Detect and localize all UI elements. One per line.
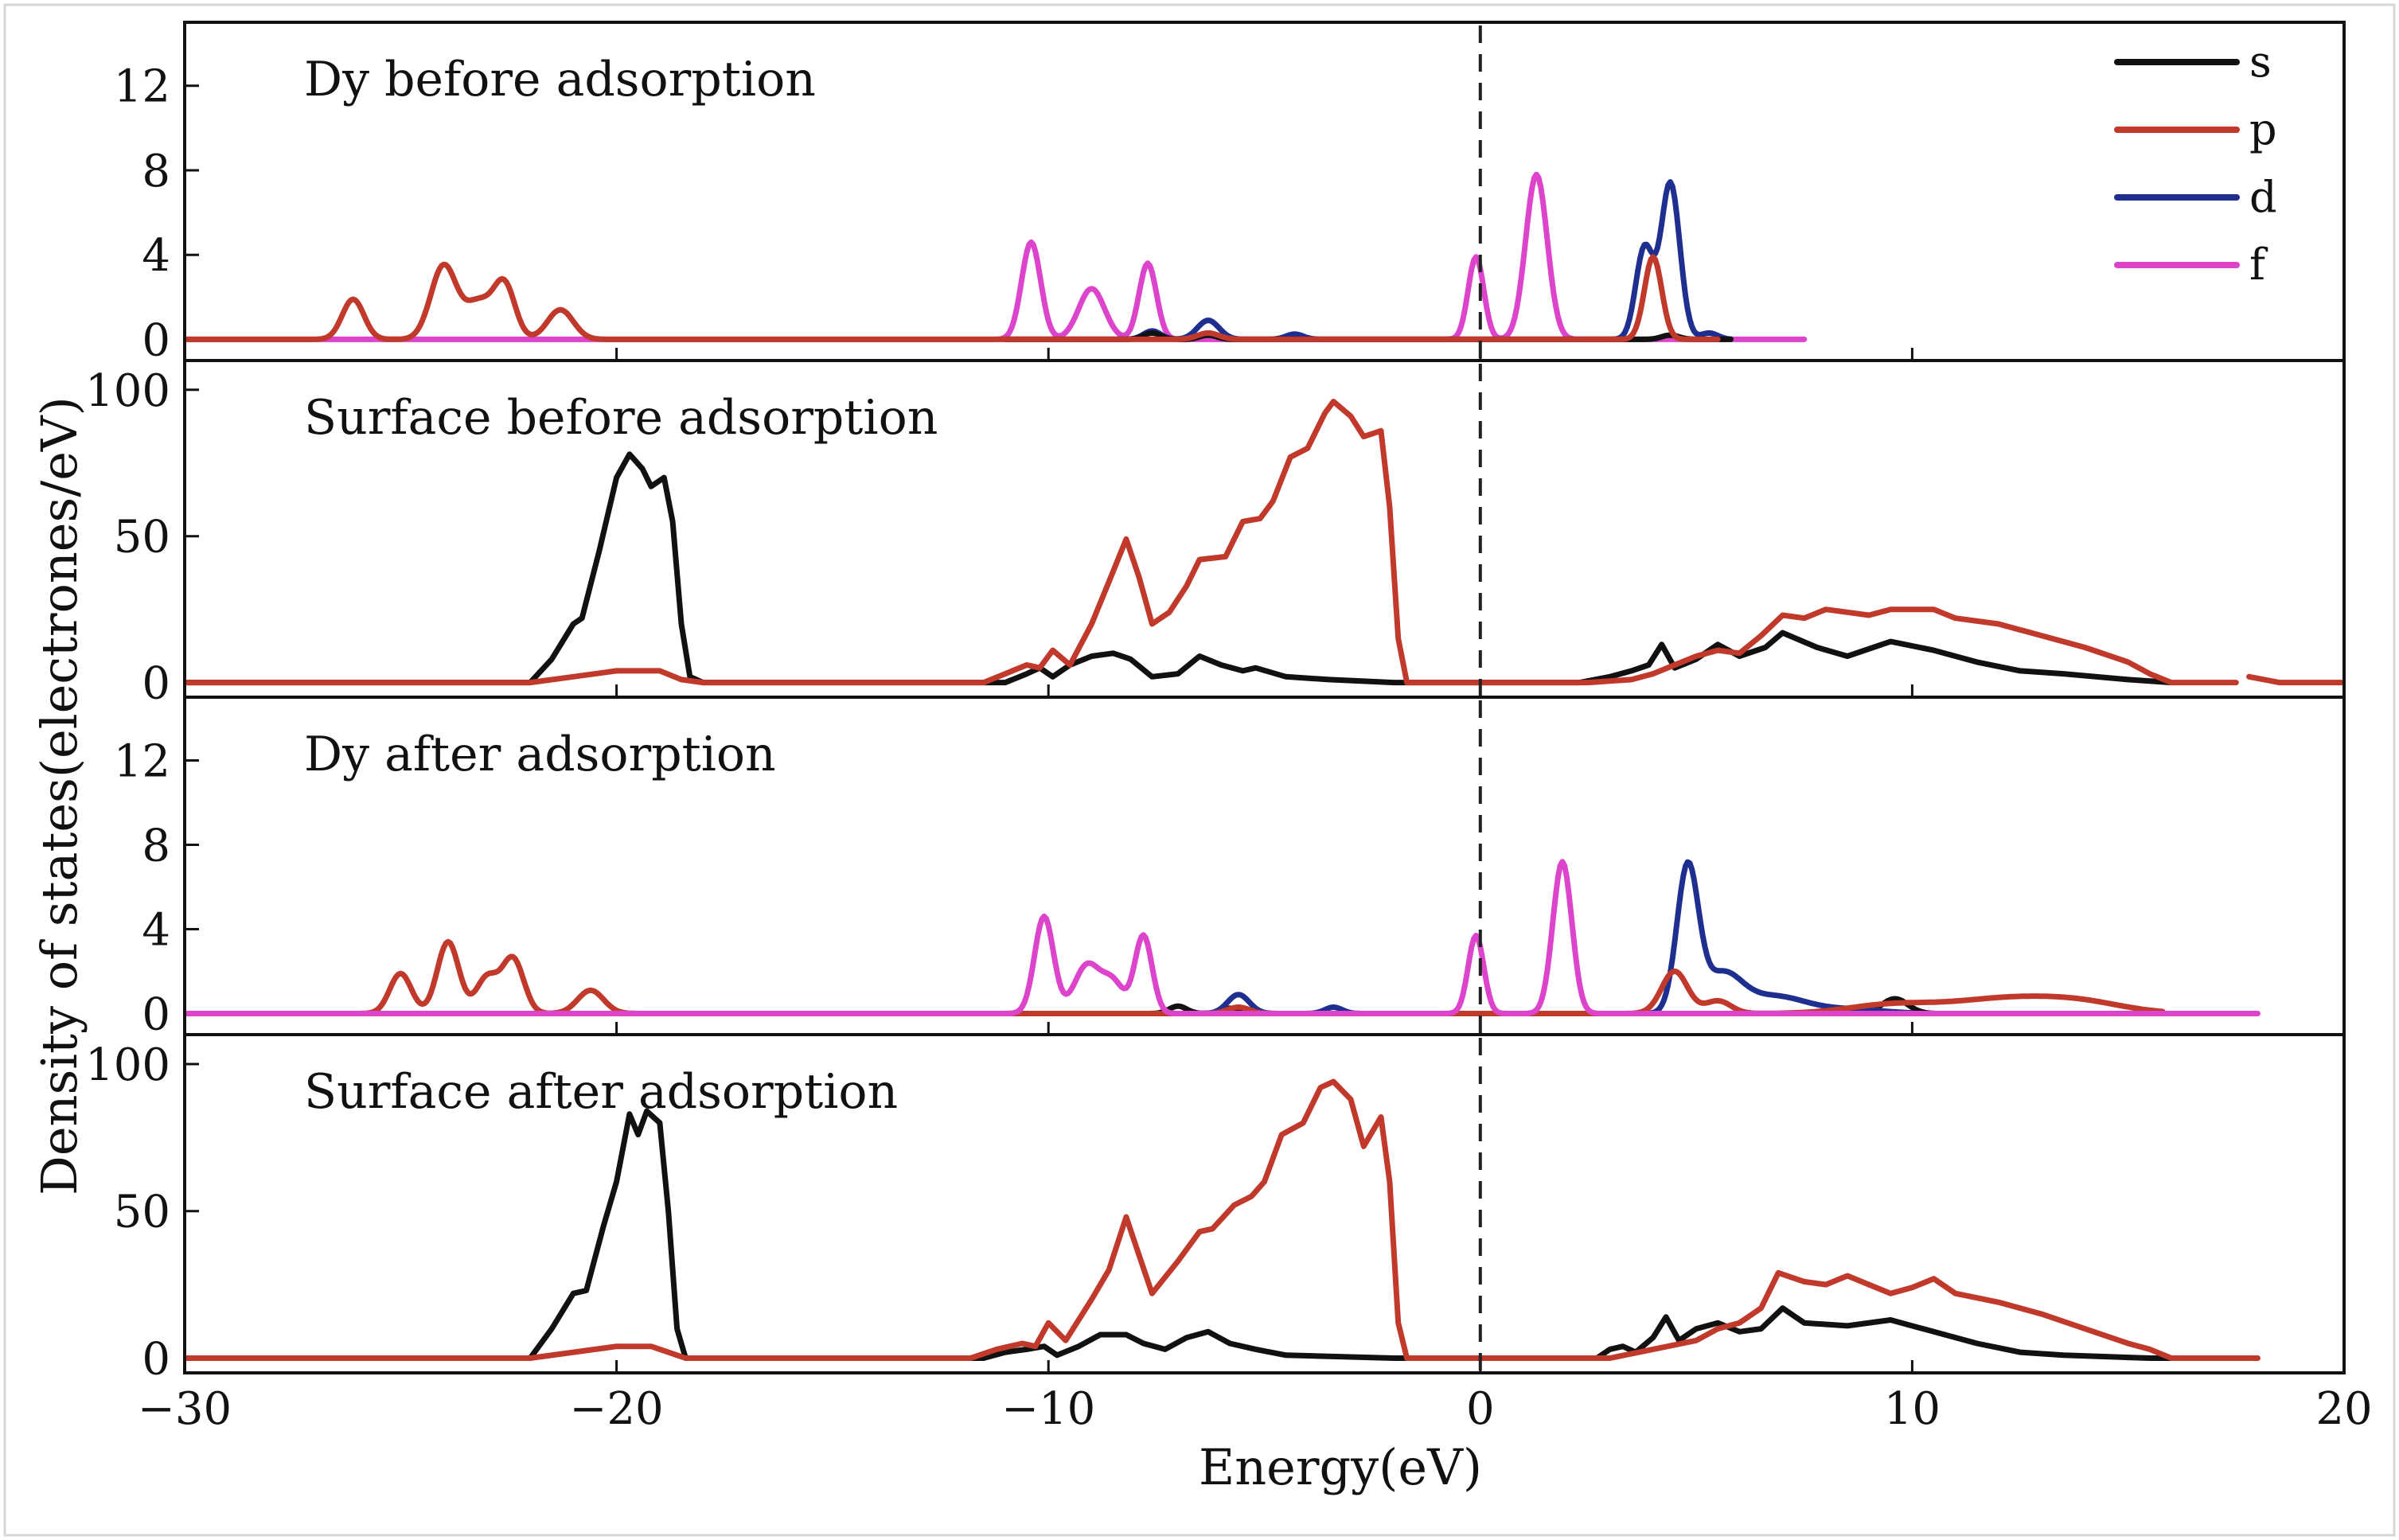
- y-tick-label: 12: [114, 61, 170, 113]
- legend-item-s: s: [2114, 37, 2272, 87]
- x-axis: −30 −20 −10 0 10 20: [138, 1383, 2373, 1435]
- y-tick-label: 50: [114, 512, 170, 563]
- panel-curves: [185, 859, 2261, 1016]
- y-tick-label: 8: [142, 146, 170, 197]
- panel-title: Dy after adsorption: [304, 727, 776, 782]
- x-tick-label: −20: [570, 1383, 664, 1435]
- series-p-line: [2246, 673, 2344, 686]
- panel-4: 0 50 100 Surface after adsorption: [85, 1033, 2346, 1386]
- series-p-line: [185, 399, 2239, 686]
- series-f-line: [185, 171, 1808, 342]
- x-tick-label: 20: [2315, 1383, 2372, 1435]
- series-p-line: [185, 1078, 2261, 1361]
- y-tick-label: 100: [85, 1039, 170, 1091]
- figure-frame: [3, 3, 2396, 1537]
- y-tick-label: 4: [142, 230, 170, 282]
- legend-item-p: p: [2114, 104, 2277, 154]
- panel-curves: [185, 1078, 2261, 1361]
- series-s-line: [185, 451, 2175, 686]
- x-tick-label: 10: [1884, 1383, 1941, 1435]
- panels-layer: 0 4 8 12 Dy before adsorption 0 50 100 Surface b…: [85, 21, 2346, 1386]
- x-tick-label: 0: [1466, 1383, 1495, 1435]
- panel-curves: [185, 171, 1808, 342]
- panel-3: 0 4 8 12 Dy after adsorption: [114, 696, 2346, 1041]
- panel-title: Surface before adsorption: [304, 390, 938, 446]
- y-tick-label: 50: [114, 1187, 170, 1238]
- series-p-line: [185, 254, 1721, 342]
- y-tick-label: 0: [142, 314, 170, 366]
- legend-item-f: f: [2114, 240, 2268, 290]
- series-f-line: [185, 859, 2261, 1016]
- panel-border: [183, 1033, 2346, 1374]
- x-tick-label: −30: [138, 1383, 232, 1435]
- y-tick-label: 0: [142, 658, 170, 710]
- legend-label: d: [2249, 172, 2277, 222]
- panel-curves: [185, 399, 2344, 686]
- y-tick-label: 4: [142, 905, 170, 957]
- panel-title: Dy before adsorption: [304, 52, 816, 107]
- y-tick-label: 0: [142, 989, 170, 1041]
- legend-item-d: d: [2114, 172, 2277, 222]
- x-tick-label: −10: [1001, 1383, 1095, 1435]
- panel-title: Surface after adsorption: [304, 1064, 898, 1120]
- y-tick-label: 100: [85, 365, 170, 417]
- panel-2: 0 50 100 Surface before adsorption: [85, 359, 2346, 710]
- series-d-line: [1002, 179, 1734, 342]
- y-tick-label: 0: [142, 1334, 170, 1386]
- series-s-line: [185, 1108, 2175, 1361]
- y-tick-label: 12: [114, 736, 170, 788]
- legend-label: f: [2249, 240, 2268, 290]
- panel-1: 0 4 8 12 Dy before adsorption: [114, 21, 2346, 366]
- legend-label: s: [2249, 37, 2272, 87]
- x-axis-title: Energy(eV): [1199, 1438, 1482, 1496]
- y-tick-label: 8: [142, 821, 170, 872]
- y-axis-title: Density of states(electrones/eV): [30, 396, 88, 1195]
- legend-label: p: [2249, 104, 2277, 154]
